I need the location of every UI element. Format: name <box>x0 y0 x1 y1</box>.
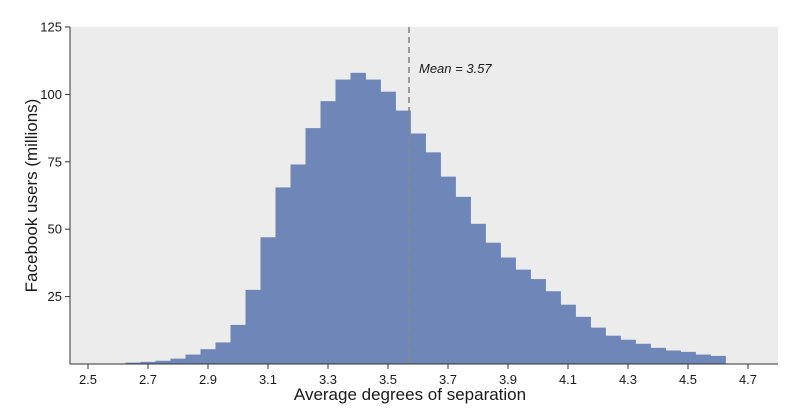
x-tick-label: 3.3 <box>319 372 337 387</box>
histogram-bar <box>275 187 291 364</box>
x-tick-label: 2.7 <box>139 372 157 387</box>
histogram-bar <box>305 128 321 364</box>
histogram-bar <box>335 79 351 365</box>
histogram-bar <box>485 242 501 364</box>
histogram-bar <box>365 79 381 365</box>
bar-group <box>125 72 726 365</box>
x-tick-label: 2.5 <box>79 372 97 387</box>
histogram-bar <box>590 327 606 364</box>
histogram-bar <box>140 361 156 364</box>
y-tick-label: 125 <box>40 20 62 35</box>
histogram-bar <box>440 176 456 364</box>
x-tick-label: 4.1 <box>559 372 577 387</box>
histogram-bar <box>170 358 186 364</box>
y-tick-label: 100 <box>40 87 62 102</box>
histogram-bar <box>560 304 576 364</box>
mean-annotation: Mean = 3.57 <box>419 61 492 76</box>
histogram-bar <box>530 279 546 364</box>
x-tick-label: 3.1 <box>259 372 277 387</box>
histogram-bar <box>710 355 726 364</box>
histogram-bar <box>545 291 561 364</box>
y-axis-title: Facebook users (millions) <box>22 99 41 293</box>
histogram-bar <box>395 110 411 365</box>
x-tick-label: 4.7 <box>739 372 757 387</box>
histogram-bar <box>320 101 336 364</box>
histogram-bar <box>605 335 621 364</box>
histogram-bar <box>650 347 666 364</box>
histogram-bar <box>695 354 711 364</box>
y-tick-label: 25 <box>48 289 62 304</box>
histogram-bar <box>665 350 681 364</box>
histogram-bar <box>500 257 516 364</box>
histogram-bar <box>200 349 216 364</box>
histogram-bar <box>680 351 696 364</box>
x-tick-label: 2.9 <box>199 372 217 387</box>
x-tick-label: 4.5 <box>679 372 697 387</box>
histogram-bar <box>455 196 471 364</box>
histogram-bar <box>155 360 171 364</box>
x-axis-title: Average degrees of separation <box>294 385 526 404</box>
histogram-bar <box>410 133 426 364</box>
y-tick-label: 75 <box>48 154 62 169</box>
histogram-bar <box>575 316 591 364</box>
histogram-bar <box>260 237 276 364</box>
x-tick-label: 3.7 <box>439 372 457 387</box>
histogram-bar <box>125 362 141 364</box>
histogram-bar <box>380 91 396 364</box>
histogram-bar <box>350 72 366 364</box>
x-tick-label: 3.5 <box>379 372 397 387</box>
histogram-bar <box>620 339 636 364</box>
histogram-bar <box>470 223 486 364</box>
histogram-bar <box>425 152 441 364</box>
y-axis-ticks: 25 50 75 100 125 <box>40 20 70 304</box>
histogram-bar <box>230 324 246 364</box>
y-tick-label: 50 <box>48 222 62 237</box>
histogram-bar <box>245 289 261 364</box>
x-axis-ticks: 2.5 2.7 2.9 3.1 3.3 3.5 3.7 3.9 4.1 4.3 4.5 4.7 <box>79 364 757 387</box>
histogram-bar <box>635 343 651 364</box>
histogram-bar <box>515 269 531 364</box>
histogram-bar <box>185 354 201 364</box>
histogram-bar <box>290 164 306 364</box>
histogram-bar <box>215 342 231 364</box>
x-tick-label: 4.3 <box>619 372 637 387</box>
x-tick-label: 3.9 <box>499 372 517 387</box>
